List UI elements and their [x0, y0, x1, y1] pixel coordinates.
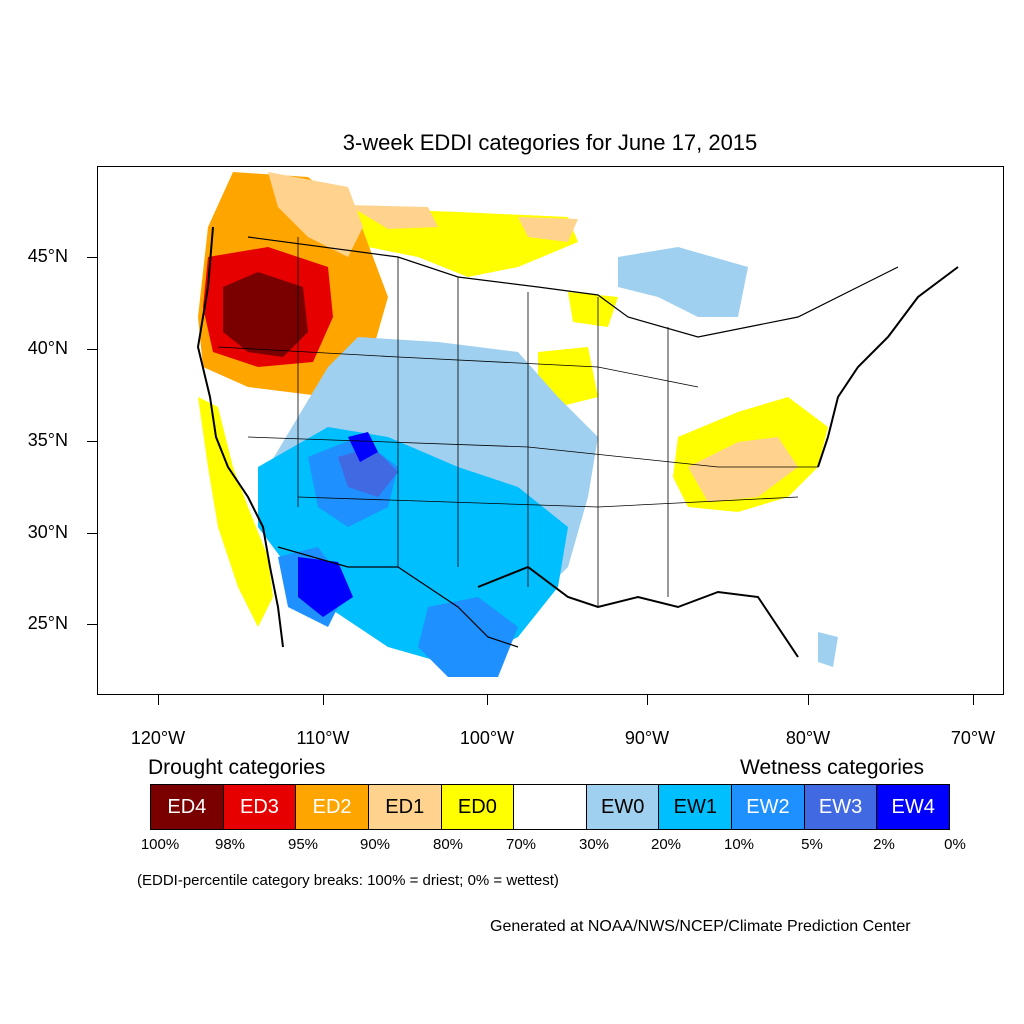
legend-label: EW4	[891, 795, 935, 818]
lon-label-70w: 70°W	[950, 728, 996, 748]
lon-label-80w: 80°W	[785, 728, 831, 748]
ed0-region-northeast	[568, 292, 618, 327]
state-line	[297, 496, 799, 508]
break-label: 2%	[873, 836, 895, 853]
legend-label: EW0	[600, 795, 645, 818]
break-label: 70%	[505, 836, 537, 853]
eddi-map	[196, 172, 959, 677]
lat-tick	[87, 624, 97, 625]
lat-label-35n: 35°N	[27, 430, 68, 450]
mexico-border	[277, 546, 519, 648]
lat-tick	[87, 441, 97, 442]
legend-box-ed3: ED3	[223, 785, 297, 829]
ew4-region-sw	[298, 432, 378, 617]
legend-label: ED2	[312, 795, 352, 818]
credit-text: Generated at NOAA/NWS/NCEP/Climate Predi…	[490, 918, 911, 935]
map-title: 3-week EDDI categories for June 17, 2015	[342, 130, 758, 155]
legend-box-ew3: EW3	[804, 785, 878, 829]
break-label: 20%	[650, 836, 682, 853]
lat-label-45n: 45°N	[27, 246, 68, 266]
gulf-coast	[477, 565, 799, 658]
legend-box-ew2: EW2	[732, 785, 805, 829]
lat-label-30n: 30°N	[27, 522, 68, 542]
west-coast	[196, 226, 284, 648]
ew0-region-florida	[818, 632, 838, 667]
boundary-lines	[196, 226, 959, 658]
state-line	[247, 436, 818, 468]
lon-tick	[323, 695, 324, 705]
ed1-region-nw	[268, 172, 363, 257]
lat-label-25n: 25°N	[27, 613, 68, 633]
legend-label: EW1	[673, 795, 717, 818]
ew3-region-sw	[338, 447, 398, 497]
state-line	[217, 346, 699, 388]
break-label: 95%	[287, 836, 319, 853]
ew2-region-sw	[278, 437, 518, 677]
lon-tick	[808, 695, 809, 705]
lat-tick	[87, 257, 97, 258]
east-coast	[817, 266, 959, 468]
lon-tick	[973, 695, 974, 705]
break-label: 30%	[578, 836, 610, 853]
map-panel	[97, 166, 1004, 695]
legend-label: ED3	[240, 795, 279, 818]
break-label: 80%	[432, 836, 464, 853]
legend-box-ed4: ED4	[151, 785, 224, 829]
canada-border	[247, 236, 899, 338]
break-label: 98%	[214, 836, 246, 853]
legend-box-ed2: ED2	[296, 785, 369, 829]
lon-label-110w: 110°W	[296, 728, 350, 748]
lat-label-40n: 40°N	[27, 338, 68, 358]
ew0-region-greatlakes	[618, 247, 748, 317]
legend-label: EW2	[746, 795, 790, 818]
lon-tick	[647, 695, 648, 705]
lat-tick	[87, 349, 97, 350]
lon-label-90w: 90°W	[624, 728, 670, 748]
legend-box-ew0: EW0	[586, 785, 660, 829]
lon-tick	[158, 695, 159, 705]
ed1-region-lake	[518, 217, 578, 242]
break-label: 90%	[359, 836, 391, 853]
legend-box-ew1: EW1	[659, 785, 733, 829]
legend-box-ed1: ED1	[368, 785, 442, 829]
category-fills	[198, 172, 838, 677]
ed1-region-east	[688, 437, 798, 502]
legend-box-ew4: EW4	[877, 785, 950, 829]
lon-tick	[487, 695, 488, 705]
legend-label: ED4	[167, 795, 207, 818]
legend-label: ED0	[457, 795, 497, 818]
lon-label-100w: 100°W	[459, 728, 515, 748]
ed1-region-north	[348, 205, 438, 229]
ed0-region-west-coast	[198, 397, 273, 627]
legend-label: ED1	[385, 795, 425, 818]
drought-heading: Drought categories	[148, 756, 326, 779]
wetness-heading: Wetness categories	[740, 756, 925, 779]
breaks-note: (EDDI-percentile category breaks: 100% =…	[137, 872, 559, 889]
legend-box-ed0: ED0	[441, 785, 515, 829]
lat-tick	[87, 533, 97, 534]
break-label: 100%	[140, 836, 180, 853]
legend-color-bar: ED4 ED3 ED2 ED1 ED0 EW0 EW1 EW2 EW3 EW4	[150, 784, 950, 830]
lon-label-120w: 120°W	[130, 728, 186, 748]
legend-label: EW3	[818, 795, 863, 818]
break-label: 0%	[944, 836, 966, 853]
break-label: 10%	[723, 836, 755, 853]
ed4-region-nw	[223, 272, 308, 357]
break-label: 5%	[801, 836, 823, 853]
legend-box-neutral	[514, 785, 587, 829]
